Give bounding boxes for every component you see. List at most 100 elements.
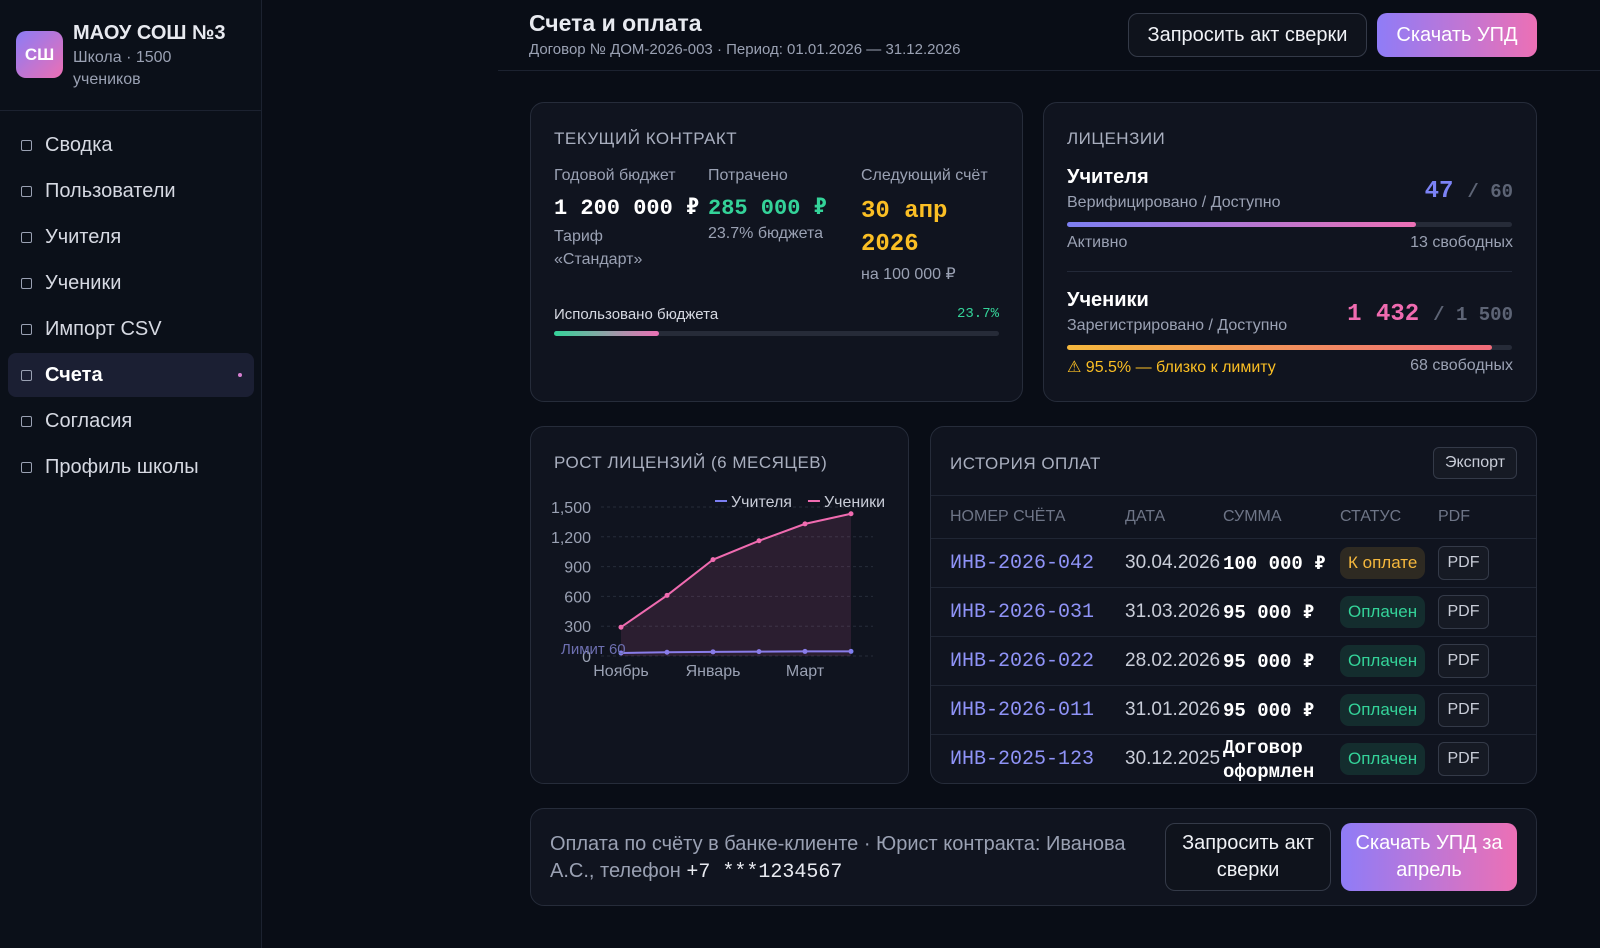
logo: СШ — [16, 31, 63, 78]
license-free: 68 свободных — [1410, 357, 1513, 374]
col-note: 23.7% бюджета — [708, 225, 824, 242]
x-tick-label: Март — [786, 663, 825, 680]
pdf-button[interactable]: PDF — [1438, 595, 1489, 629]
invoice-date: 30.04.2026 — [1125, 552, 1221, 573]
pdf-button[interactable]: PDF — [1438, 546, 1489, 580]
progress-fill — [554, 331, 660, 336]
invoice-number: ИНВ-2026-042 — [950, 552, 1095, 575]
divider — [931, 495, 1536, 496]
nav-label: Согласия — [45, 409, 133, 432]
nav-label: Профиль школы — [45, 455, 199, 478]
card-title: ЛИЦЕНЗИИ — [1067, 129, 1166, 148]
download-upd-button[interactable]: Скачать УПД за апрель — [1341, 823, 1517, 891]
nav-icon — [21, 140, 32, 151]
nav-item[interactable]: Сводка — [8, 123, 254, 167]
org-name: МАОУ СОШ №3 — [73, 22, 226, 44]
point — [756, 649, 762, 655]
nav-item[interactable]: Учителя — [8, 215, 254, 259]
payments-card: ИСТОРИЯ ОПЛАТ Экспорт НОМЕР СЧЁТА ДАТА СУМ… — [930, 426, 1537, 784]
point — [710, 557, 716, 563]
pdf-button[interactable]: PDF — [1438, 693, 1489, 727]
column-header: СУММА — [1223, 508, 1282, 525]
column-header: НОМЕР СЧЁТА — [950, 508, 1066, 525]
progress-track — [554, 331, 999, 336]
invoice-number: ИНВ-2025-123 — [950, 748, 1095, 771]
point — [848, 511, 854, 517]
nav-label: Пользователи — [45, 179, 176, 202]
pdf-button[interactable]: PDF — [1438, 742, 1489, 776]
license-count: 47 / 60 — [1425, 178, 1513, 205]
progress-label: Использовано бюджета — [554, 306, 719, 323]
license-status: Активно — [1067, 234, 1128, 251]
nav-item[interactable]: Ученики — [8, 261, 254, 305]
invoice-amount: 95 000 ₽ — [1223, 651, 1315, 673]
license-free: 13 свободных — [1410, 234, 1513, 251]
nav-item[interactable]: Счета — [8, 353, 254, 397]
invoice-date: 30.12.2025 — [1125, 748, 1221, 769]
nav-item[interactable]: Профиль школы — [8, 445, 254, 489]
separator — [0, 110, 262, 111]
column-header: СТАТУС — [1340, 508, 1402, 525]
active-dot — [238, 373, 242, 377]
status-pill: Оплачен — [1340, 743, 1426, 775]
license-sub: Зарегистрировано / Доступно — [1067, 317, 1288, 334]
invoice-amount: 95 000 ₽ — [1223, 602, 1315, 624]
point — [756, 538, 762, 544]
download-upd-button[interactable]: Скачать УПД — [1377, 13, 1537, 57]
invoice-amount: 100 000 ₽ — [1223, 553, 1326, 575]
point — [618, 650, 624, 656]
col-note: Тариф «Стандарт» — [554, 228, 643, 268]
header-divider — [498, 70, 1600, 71]
contract-card: ТЕКУЩИЙ КОНТРАКТ Годовой бюджет 1 200 00… — [530, 102, 1023, 402]
license-track — [1067, 345, 1512, 350]
col-value: 30 апр 2026 — [861, 198, 948, 258]
card-title: ИСТОРИЯ ОПЛАТ — [950, 454, 1101, 473]
nav-item[interactable]: Пользователи — [8, 169, 254, 213]
column-header: PDF — [1438, 508, 1470, 525]
page-title: Счета и оплата — [529, 10, 702, 36]
status-pill: Оплачен — [1340, 694, 1426, 726]
y-tick-label: 600 — [564, 589, 591, 606]
license-total: / 60 — [1467, 181, 1513, 203]
export-button[interactable]: Экспорт — [1433, 447, 1517, 479]
invoice-number: ИНВ-2026-022 — [950, 650, 1095, 673]
row-divider — [931, 734, 1536, 735]
license-name: Ученики — [1067, 289, 1149, 311]
license-track — [1067, 222, 1512, 227]
row-divider — [931, 587, 1536, 588]
nav-item[interactable]: Импорт CSV — [8, 307, 254, 351]
nav-label: Ученики — [45, 271, 122, 294]
area — [621, 513, 851, 656]
invoice-number: ИНВ-2026-031 — [950, 601, 1095, 624]
point — [802, 648, 808, 654]
footer-note: Оплата по счёту в банке-клиенте · Юрист … — [550, 833, 1126, 882]
legend-label: Ученики — [824, 494, 885, 511]
nav-item[interactable]: Согласия — [8, 399, 254, 443]
nav-icon — [21, 416, 32, 427]
footer-card: Оплата по счёту в банке-клиенте · Юрист … — [530, 808, 1537, 906]
request-act-button[interactable]: Запросить акт сверки — [1128, 13, 1367, 57]
nav-icon — [21, 278, 32, 289]
invoice-number: ИНВ-2026-011 — [950, 699, 1095, 722]
request-act-button[interactable]: Запросить акт сверки — [1165, 823, 1331, 891]
chart-title: РОСТ ЛИЦЕНЗИЙ (6 МЕСЯЦЕВ) — [554, 453, 828, 472]
nav-icon — [21, 370, 32, 381]
row-divider — [931, 685, 1536, 686]
invoice-amount: Договор оформлен — [1223, 737, 1315, 783]
point — [664, 592, 670, 598]
col-label: Годовой бюджет — [554, 167, 676, 184]
page-subtitle: Договор № ДОМ-2026-003 · Период: 01.01.2… — [529, 41, 961, 58]
col-note: на 100 000 ₽ — [861, 266, 956, 283]
license-fill — [1067, 345, 1492, 350]
sidebar: СШ МАОУ СОШ №3 Школа · 1500 учеников Сво… — [0, 0, 262, 948]
pdf-button[interactable]: PDF — [1438, 644, 1489, 678]
invoice-amount: 95 000 ₽ — [1223, 700, 1315, 722]
col-label: Следующий счёт — [861, 167, 988, 184]
invoice-date: 31.01.2026 — [1125, 699, 1221, 720]
y-tick-label: 0 — [582, 649, 591, 666]
column-header: ДАТА — [1125, 508, 1166, 525]
point — [802, 521, 808, 527]
invoice-date: 31.03.2026 — [1125, 601, 1221, 622]
col-value: 1 200 000 ₽ — [554, 196, 700, 221]
